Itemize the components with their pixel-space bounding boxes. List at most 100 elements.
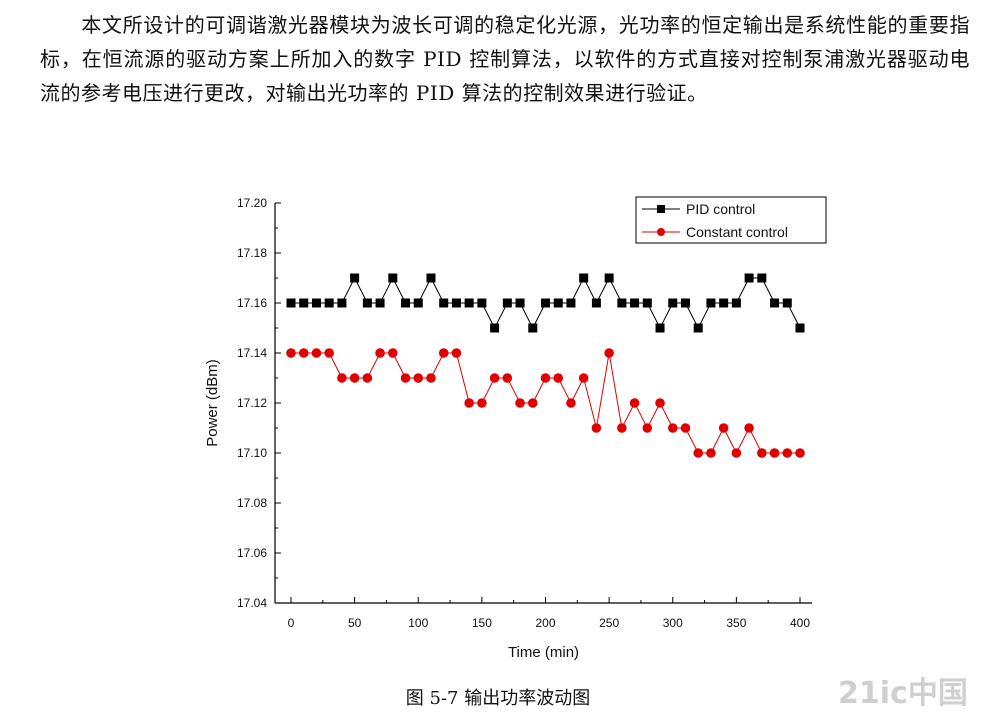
chart-axes: 17.04 17.06 17.08 17.10 17.12 17.14 17.16 17.18… (204, 196, 812, 661)
data-point (693, 323, 703, 333)
data-point (464, 298, 474, 308)
data-point (477, 298, 487, 308)
data-point (604, 273, 614, 283)
data-point (541, 298, 550, 308)
x-tick-label: 350 (726, 616, 746, 630)
data-point (782, 298, 792, 308)
data-point (719, 298, 729, 308)
data-point (413, 373, 424, 383)
y-tick-label: 17.14 (237, 346, 267, 360)
data-point (438, 348, 449, 358)
data-point (579, 273, 589, 283)
data-point (591, 298, 601, 308)
data-point (375, 298, 385, 308)
data-point (770, 298, 780, 308)
data-point (502, 373, 513, 383)
data-point (515, 298, 525, 308)
data-point (642, 298, 652, 308)
legend-label: PID control (686, 201, 755, 217)
data-point (439, 298, 449, 308)
data-point (362, 298, 372, 308)
data-point (426, 273, 436, 283)
x-tick-label: 400 (790, 616, 810, 630)
chart-legend: PID control Constant control (635, 196, 827, 244)
data-point (795, 448, 805, 458)
data-point (451, 348, 462, 358)
y-tick-label: 17.06 (237, 546, 267, 560)
data-point (693, 448, 703, 458)
data-point (769, 448, 780, 458)
data-point (286, 298, 296, 308)
data-point (426, 373, 436, 383)
legend-label: Constant control (686, 224, 788, 240)
body-paragraph: 本文所设计的可调谐激光器模块为波长可调的稳定化光源，光功率的恒定输出是系统性能的… (40, 13, 970, 105)
data-point (388, 348, 398, 358)
data-point (527, 398, 538, 408)
x-tick-label: 200 (535, 616, 555, 630)
data-point (298, 348, 309, 358)
data-point (324, 298, 334, 308)
data-point (515, 398, 525, 408)
data-point (706, 448, 716, 458)
series-constant-control (286, 348, 805, 458)
chart-series (286, 273, 805, 458)
data-point (795, 323, 805, 333)
data-point (757, 273, 767, 283)
data-point (680, 298, 690, 308)
data-point (311, 298, 321, 308)
data-point (299, 298, 309, 308)
data-point (401, 298, 411, 308)
data-point (744, 423, 754, 433)
data-point (706, 298, 716, 308)
data-point (604, 348, 614, 358)
data-point (591, 423, 602, 433)
data-point (630, 298, 640, 308)
data-point (324, 348, 334, 358)
legend-item: Constant control (642, 224, 788, 240)
data-point (388, 273, 398, 283)
data-point (566, 298, 576, 308)
data-point (553, 373, 564, 383)
y-axis-label: Power (dBm) (204, 359, 221, 447)
data-point (668, 298, 678, 308)
data-point (718, 423, 729, 433)
series-line (291, 352, 800, 455)
data-point (400, 373, 411, 383)
data-point (553, 298, 563, 308)
data-point (578, 373, 589, 383)
data-point (502, 298, 512, 308)
data-point (744, 273, 754, 283)
data-point (617, 423, 627, 433)
x-tick-label: 150 (472, 616, 492, 630)
data-point (311, 348, 322, 358)
y-tick-label: 17.18 (237, 246, 267, 260)
x-tick-label: 50 (348, 616, 362, 630)
x-tick-label: 300 (663, 616, 683, 630)
y-tick-label: 17.12 (237, 396, 267, 410)
data-point (349, 373, 360, 383)
legend-marker (657, 228, 665, 236)
legend-box (635, 196, 827, 244)
data-point (350, 273, 360, 283)
data-point (629, 398, 640, 408)
x-tick-label: 250 (599, 616, 619, 630)
data-point (464, 398, 474, 408)
data-point (286, 348, 296, 358)
x-axis-label: Time (min) (508, 644, 579, 661)
y-tick-label: 17.16 (237, 296, 267, 310)
data-point (680, 423, 691, 433)
data-point (540, 373, 551, 383)
y-tick-label: 17.08 (237, 496, 267, 510)
figure-caption: 图 5-7 输出功率波动图 (405, 688, 591, 709)
data-point (489, 373, 500, 383)
data-point (528, 323, 538, 333)
data-point (667, 423, 678, 433)
x-tick-label: 100 (408, 616, 428, 630)
y-tick-label: 17.20 (237, 196, 267, 210)
data-point (655, 398, 665, 408)
data-point (566, 398, 576, 408)
data-point (731, 448, 742, 458)
data-point (782, 448, 793, 458)
x-tick-label: 0 (288, 616, 295, 630)
data-point (451, 298, 461, 308)
